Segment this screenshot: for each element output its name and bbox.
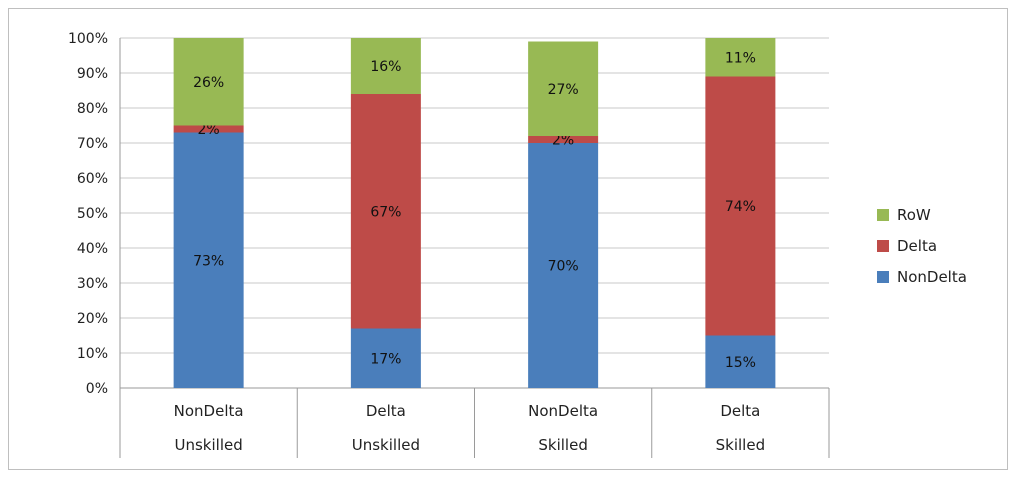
x-category-label: Unskilled bbox=[352, 436, 420, 454]
y-tick-label: 20% bbox=[77, 311, 108, 327]
y-tick-label: 30% bbox=[77, 276, 108, 292]
bar-delta bbox=[173, 125, 244, 133]
y-tick-label: 60% bbox=[77, 171, 108, 187]
data-label: 27% bbox=[548, 82, 579, 98]
y-tick-label: 70% bbox=[77, 136, 108, 152]
y-tick-label: 0% bbox=[86, 381, 108, 397]
data-label: 70% bbox=[548, 259, 579, 275]
bar-nondelta bbox=[350, 328, 421, 388]
stacked-bar-chart: 0% 10% 20% 30% 40% 50% 60% 70% 80% 90% 100% 73% 2% 26… bbox=[68, 31, 967, 458]
data-label: 16% bbox=[370, 59, 401, 75]
y-tick-label: 90% bbox=[77, 66, 108, 82]
x-category-label: Delta bbox=[720, 402, 760, 420]
x-category-label: Unskilled bbox=[175, 436, 243, 454]
x-category-label: Skilled bbox=[538, 436, 587, 454]
bar-row bbox=[173, 38, 244, 126]
legend-swatch-row bbox=[877, 209, 889, 221]
bar-delta bbox=[528, 136, 599, 143]
y-tick-label: 10% bbox=[77, 346, 108, 362]
bar-row bbox=[350, 38, 421, 94]
data-label: 2% bbox=[198, 122, 220, 138]
x-category-label: Delta bbox=[366, 402, 406, 420]
data-label: 67% bbox=[370, 204, 401, 220]
legend-swatch-nondelta bbox=[877, 271, 889, 283]
bar-nondelta bbox=[705, 335, 776, 388]
y-tick-label: 100% bbox=[68, 31, 108, 47]
data-label: 74% bbox=[725, 199, 756, 215]
y-tick-label: 40% bbox=[77, 241, 108, 257]
legend-label-nondelta: NonDelta bbox=[897, 268, 967, 286]
data-label: 26% bbox=[193, 75, 224, 91]
y-tick-label: 50% bbox=[77, 206, 108, 222]
data-label: 73% bbox=[193, 253, 224, 269]
data-label: 17% bbox=[370, 351, 401, 367]
bar-nondelta bbox=[528, 143, 599, 388]
y-tick-label: 80% bbox=[77, 101, 108, 117]
data-label: 15% bbox=[725, 355, 756, 371]
chart-frame: 0% 10% 20% 30% 40% 50% 60% 70% 80% 90% 100% 73% 2% 26… bbox=[8, 8, 1008, 470]
bar-delta bbox=[350, 94, 421, 329]
bar-nondelta bbox=[173, 132, 244, 388]
x-category-label: Skilled bbox=[716, 436, 765, 454]
bar-row bbox=[705, 38, 776, 77]
data-label: 2% bbox=[552, 133, 574, 149]
legend-label-delta: Delta bbox=[897, 237, 937, 255]
x-category-label: NonDelta bbox=[174, 402, 244, 420]
x-category-label: NonDelta bbox=[528, 402, 598, 420]
legend-label-row: RoW bbox=[897, 206, 931, 224]
bar-delta bbox=[705, 76, 776, 336]
legend-swatch-delta bbox=[877, 240, 889, 252]
data-label: 11% bbox=[725, 50, 756, 66]
bar-row bbox=[528, 41, 599, 136]
